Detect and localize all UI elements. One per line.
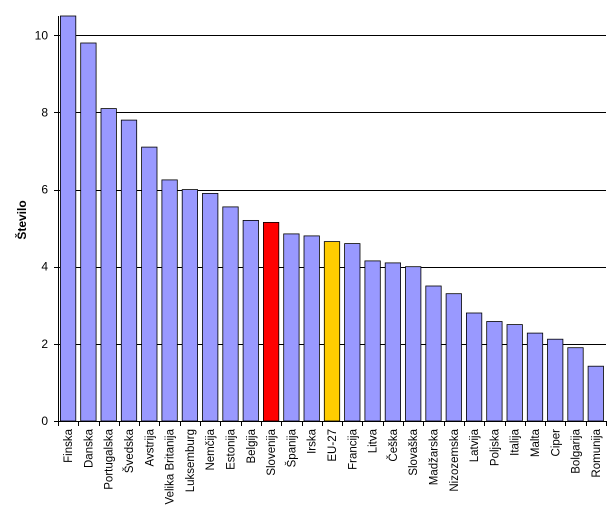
bar-eu-27 <box>323 241 341 422</box>
x-tick-label: Latvija <box>469 428 481 462</box>
x-tick-label: Finska <box>63 428 75 462</box>
y-tick-label: 8 <box>41 105 48 119</box>
x-tick-label: Irska <box>307 428 319 454</box>
x-tick-label: Nizozemska <box>449 428 461 491</box>
x-tick-label: Romunija <box>591 428 603 477</box>
y-tick-label: 10 <box>35 28 49 42</box>
bar-nemčija <box>202 192 219 422</box>
bar-bolgarija <box>567 347 584 422</box>
bar-slovaška <box>405 266 422 422</box>
bar-finska <box>60 15 77 422</box>
x-tick-labels: Finska Danska Portugalska Švedska Avstrija Ve… <box>63 428 603 504</box>
x-tick-label: Švedska <box>123 428 136 473</box>
x-tick-label: Slovenija <box>266 428 278 475</box>
y-tick-label: 6 <box>41 183 48 197</box>
bar-irska <box>303 235 320 422</box>
x-tick-label: Bolgarija <box>571 428 583 473</box>
bar-belgija <box>242 219 259 422</box>
x-tick-label: Danska <box>83 428 95 468</box>
bar-francija <box>344 243 361 422</box>
x-tick-label: Estonija <box>226 428 238 470</box>
y-tick-labels: 0 2 4 6 8 10 <box>35 28 49 428</box>
x-tick-label: Slovaška <box>408 428 420 475</box>
bar-luksemburg <box>181 189 198 422</box>
x-tick-label: Madžarska <box>429 428 441 485</box>
bar-nizozemska <box>445 293 462 422</box>
bar-estonija <box>222 206 239 422</box>
bar-velika-britanija <box>161 179 178 422</box>
x-tick-label: Velika Britanija <box>165 428 177 504</box>
y-tick-label: 4 <box>41 260 48 274</box>
y-axis-label: Število <box>14 200 29 239</box>
x-tick-label: Belgija <box>246 428 258 463</box>
bar-portugalska <box>100 108 117 422</box>
bar-španija <box>283 233 300 422</box>
bar-češka <box>384 262 402 422</box>
y-tick-label: 0 <box>41 414 48 428</box>
bar-ciper <box>547 338 564 422</box>
x-tick-label: Češka <box>387 428 400 461</box>
bar-slovenija <box>262 221 280 422</box>
bar-romunija <box>587 365 604 422</box>
bars <box>60 15 604 422</box>
bar-švedska <box>120 119 138 422</box>
bar-danska <box>80 42 97 422</box>
x-tick-label: Litva <box>368 428 380 453</box>
x-tick-label: Luksemburg <box>185 429 197 492</box>
axes <box>54 16 607 426</box>
x-tick-label: Italija <box>510 428 522 455</box>
bar-avstrija <box>141 146 158 422</box>
x-tick-label: EU-27 <box>327 429 339 462</box>
bar-madžarska <box>425 285 442 422</box>
x-tick-label: Francija <box>347 428 359 470</box>
x-tick-label: Portugalska <box>104 428 116 489</box>
x-tick-label: Nemčija <box>205 428 217 470</box>
bar-latvija <box>465 312 483 422</box>
bar-litva <box>364 260 381 422</box>
y-tick-label: 2 <box>41 337 48 351</box>
x-tick-label: Malta <box>530 428 542 457</box>
x-tick-label: Ciper <box>550 429 562 457</box>
bar-poljska <box>486 321 503 422</box>
x-tick-label: Poljska <box>489 428 501 466</box>
bar-italija <box>506 324 523 422</box>
x-tick-label: Avstrija <box>144 428 156 466</box>
x-tick-label: Španija <box>285 428 298 467</box>
bar-malta <box>526 332 544 422</box>
